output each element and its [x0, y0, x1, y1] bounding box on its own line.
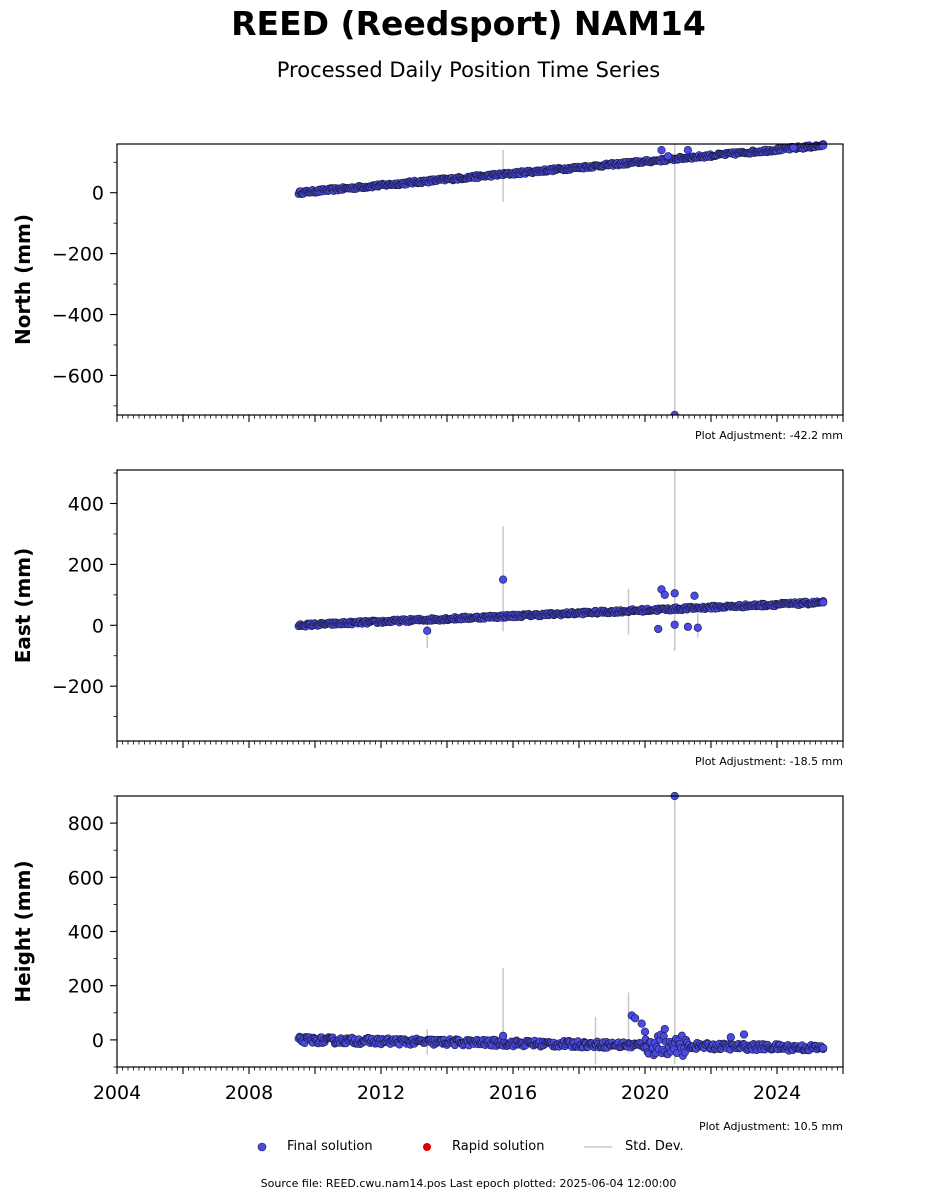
y-axis-label: North (mm) [11, 214, 35, 345]
data-point-outlier [640, 1027, 650, 1036]
x-tick-label: 2004 [93, 1082, 141, 1104]
data-point-outlier [739, 1030, 749, 1039]
data-point-outlier [663, 152, 673, 161]
x-tick-label: 2024 [753, 1082, 801, 1104]
data-point-outlier [693, 623, 702, 632]
legend-rapid-label: Rapid solution [452, 1139, 545, 1154]
legend-stddev-marker [584, 1146, 612, 1148]
data-point-outlier [726, 1033, 735, 1042]
legend: Final solution Rapid solution Std. Dev. [0, 1138, 937, 1158]
data-point-outlier [819, 141, 828, 150]
legend-stddev-label: Std. Dev. [625, 1139, 684, 1154]
plot-adjustment-note: Plot Adjustment: -42.2 mm [695, 429, 843, 442]
y-tick-label: 0 [92, 1030, 104, 1052]
y-tick-label: 400 [68, 493, 104, 515]
data-point-outlier [660, 1024, 669, 1034]
data-point-outlier [630, 1014, 640, 1023]
y-axis-label: Height (mm) [11, 860, 35, 1002]
plot-frame [116, 795, 844, 1068]
data-point-outlier [499, 1031, 508, 1040]
data-point-outlier [657, 145, 666, 155]
y-tick-label: 800 [68, 813, 104, 835]
x-tick-label: 2020 [621, 1082, 669, 1104]
data-point-outlier [660, 590, 669, 599]
source-footer: Source file: REED.cwu.nam14.pos Last epo… [260, 1177, 677, 1190]
data-point-outlier [499, 575, 508, 584]
y-tick-label: 200 [68, 976, 104, 998]
y-tick-label: −400 [52, 305, 104, 327]
data-point-outlier [683, 145, 693, 155]
data-point-outlier [789, 143, 798, 152]
chart-title: REED (Reedsport) NAM14 [231, 4, 706, 43]
plot-frame [116, 143, 844, 416]
y-tick-label: 400 [68, 922, 104, 944]
y-tick-label: −200 [52, 244, 104, 266]
y-tick-label: −600 [52, 365, 104, 387]
data-point-outlier [637, 1019, 646, 1028]
plot-adjustment-note: Plot Adjustment: -18.5 mm [695, 755, 843, 768]
y-tick-label: 600 [68, 867, 104, 889]
plot-adjustment-note: Plot Adjustment: 10.5 mm [699, 1120, 843, 1133]
chart-subtitle: Processed Daily Position Time Series [276, 58, 661, 82]
data-point-outlier [670, 589, 679, 598]
legend-final-label: Final solution [287, 1139, 373, 1154]
data-point-outlier [819, 1043, 828, 1053]
x-tick-label: 2016 [489, 1082, 537, 1104]
data-point-outlier [654, 624, 663, 634]
x-tick-label: 2008 [225, 1082, 273, 1104]
y-axis-label: East (mm) [11, 548, 35, 664]
y-tick-label: −200 [52, 676, 104, 698]
data-point-outlier [819, 598, 828, 607]
y-tick-label: 200 [68, 554, 104, 576]
data-point-outlier [690, 591, 699, 600]
y-tick-label: 0 [92, 615, 104, 637]
data-point-outlier [423, 626, 432, 635]
data-point-outlier [670, 410, 679, 415]
legend-rapid-marker [423, 1143, 431, 1151]
y-tick-label: 0 [92, 183, 104, 205]
x-tick-label: 2012 [357, 1082, 405, 1104]
data-point-outlier [683, 622, 693, 631]
legend-final-marker [257, 1142, 267, 1152]
data-point-outlier [670, 620, 679, 629]
